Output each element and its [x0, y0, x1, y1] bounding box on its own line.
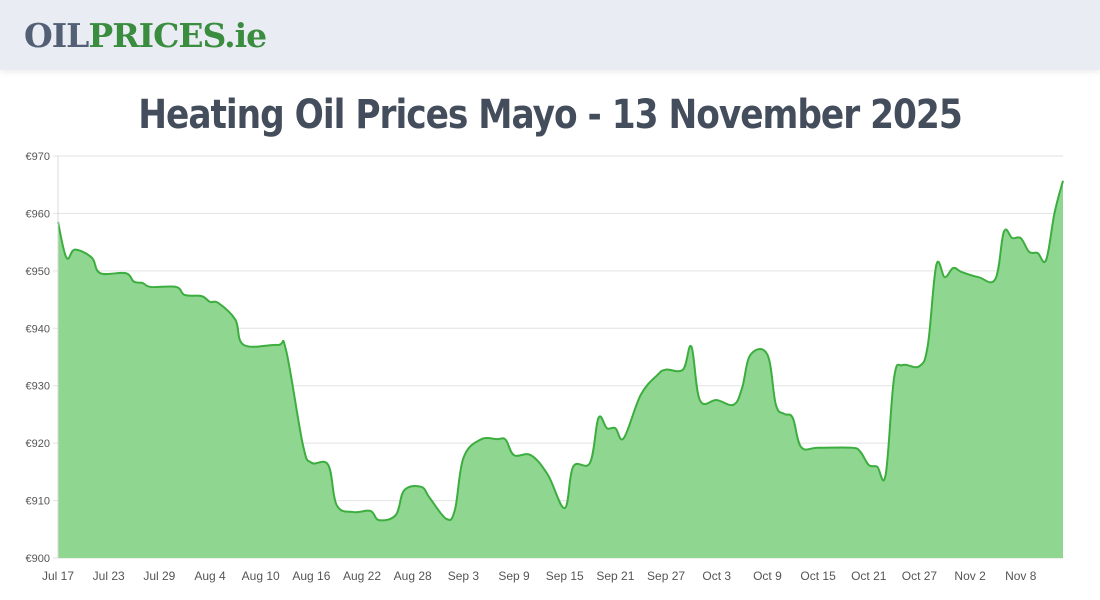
x-tick-label: Oct 3 — [702, 569, 731, 583]
y-tick-label: €940 — [26, 323, 50, 335]
price-area-fill — [58, 180, 1063, 559]
price-chart[interactable]: €900€910€920€930€940€950€960€970 Jul 17 J… — [0, 140, 1100, 600]
x-tick-label: Oct 15 — [800, 569, 836, 583]
y-tick-label: €920 — [26, 438, 50, 450]
x-tick-label: Aug 28 — [394, 569, 432, 583]
x-tick-label: Jul 29 — [143, 569, 175, 583]
logo-oil-text: OIL — [24, 16, 89, 55]
x-axis: Jul 17 Jul 23 Jul 29 Aug 4 Aug 10 Aug 16 Aug 2… — [42, 569, 1037, 583]
y-tick-label: €910 — [26, 496, 50, 508]
x-tick-label: Nov 8 — [1005, 569, 1037, 583]
x-tick-label: Aug 4 — [194, 569, 226, 583]
site-header: OILPRICES.ie — [0, 0, 1100, 70]
page-title: Heating Oil Prices Mayo - 13 November 20… — [138, 92, 962, 138]
x-tick-label: Sep 3 — [448, 569, 480, 583]
logo-prices-text: PRICES.ie — [88, 16, 267, 55]
x-tick-label: Sep 27 — [647, 569, 685, 583]
site-logo[interactable]: OILPRICES.ie — [24, 16, 267, 56]
x-tick-label: Aug 22 — [343, 569, 381, 583]
x-tick-label: Sep 21 — [596, 569, 634, 583]
x-tick-label: Aug 16 — [292, 569, 330, 583]
x-tick-label: Sep 9 — [498, 569, 530, 583]
price-line[interactable] — [57, 180, 1064, 522]
x-tick-label: Jul 23 — [93, 569, 125, 583]
y-tick-label: €900 — [26, 553, 50, 565]
x-tick-label: Nov 2 — [954, 569, 986, 583]
y-tick-label: €930 — [26, 381, 50, 393]
x-tick-label: Oct 21 — [851, 569, 887, 583]
y-tick-label: €950 — [26, 266, 50, 278]
x-tick-label: Oct 27 — [902, 569, 938, 583]
y-tick-label: €970 — [26, 151, 50, 163]
x-tick-label: Aug 10 — [242, 569, 280, 583]
y-tick-label: €960 — [26, 208, 50, 220]
y-axis: €900 €910 €920 €930 €940 €950 €960 €970 — [26, 151, 50, 565]
x-tick-label: Sep 15 — [546, 569, 584, 583]
x-tick-label: Jul 17 — [42, 569, 74, 583]
x-tick-label: Oct 9 — [753, 569, 782, 583]
